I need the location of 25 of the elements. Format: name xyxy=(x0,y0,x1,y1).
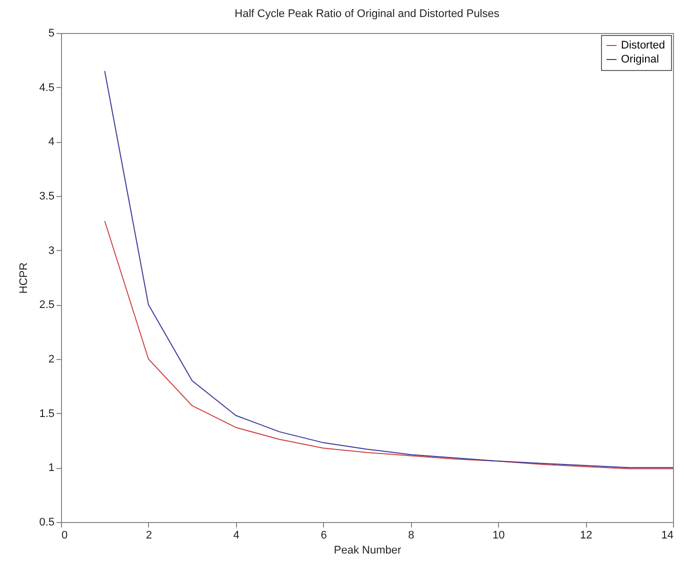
x-tick-label: 12 xyxy=(580,530,592,542)
x-tick-label: 4 xyxy=(233,530,240,542)
legend-label: Original xyxy=(621,54,659,66)
x-tick-label: 2 xyxy=(146,530,152,542)
y-tick-label: 1 xyxy=(48,462,54,474)
x-tick-label: 14 xyxy=(661,530,674,542)
y-tick-label: 1.5 xyxy=(39,408,54,420)
x-tick-label: 8 xyxy=(408,530,414,542)
y-tick-label: 4.5 xyxy=(39,82,54,94)
line-series xyxy=(104,220,673,470)
y-axis-title: HCPR xyxy=(18,262,30,294)
y-tick-label: 2.5 xyxy=(39,299,54,312)
x-tick-label: 6 xyxy=(320,530,327,542)
chart-title: Half Cycle Peak Ratio of Original and Distorted Pulses xyxy=(234,8,500,20)
y-tick-label: 5 xyxy=(48,28,54,40)
y-tick-label: 0.5 xyxy=(39,516,54,528)
y-tick-label: 3.5 xyxy=(39,190,54,202)
line-series xyxy=(104,70,673,468)
y-tick-label: 2 xyxy=(48,354,54,366)
y-tick-label: 4 xyxy=(48,136,54,148)
legend-label: Distorted xyxy=(621,40,666,52)
y-tick-label: 3 xyxy=(48,244,54,257)
x-axis-title: Peak Number xyxy=(334,544,402,556)
x-tick-label: 0 xyxy=(62,530,68,542)
x-tick-label: 10 xyxy=(492,530,505,542)
